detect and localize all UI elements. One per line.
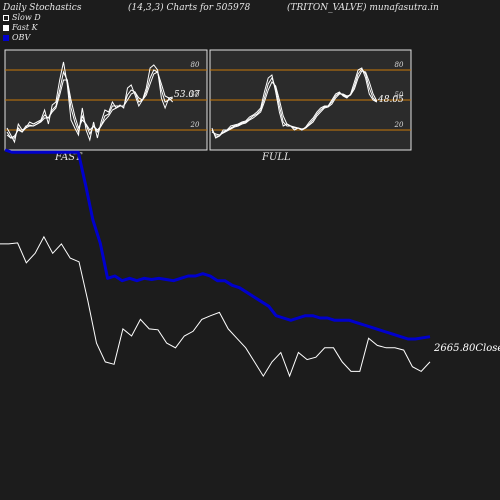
close-label: 2665.80Close — [433, 343, 500, 354]
price-line — [0, 235, 431, 378]
full-ytick-50: 50 — [395, 91, 404, 99]
full-panel-label: FULL — [262, 152, 291, 163]
legend-item-slow-d: Slow D — [3, 13, 41, 23]
fast-ytick-20: 20 — [190, 121, 200, 129]
full-ytick-20: 20 — [394, 121, 404, 129]
legend-label-slow-d: Slow D — [12, 13, 41, 22]
fast-series-2 — [6, 71, 173, 139]
header-right: (TRITON_VALVE) munafasutra.in — [287, 3, 439, 13]
fast-panel-label: FAST — [55, 152, 82, 163]
legend-swatch-slow-d — [3, 15, 9, 21]
full-series-2 — [211, 70, 378, 136]
legend-label-obv: OBV — [12, 33, 31, 42]
legend-swatch-obv — [3, 35, 9, 41]
legend: Slow D Fast K OBV — [3, 13, 41, 43]
obv-line — [4, 148, 431, 341]
full-value-label: 48.05 — [377, 95, 404, 105]
legend-swatch-fast-k — [3, 25, 9, 31]
fast-ytick-80: 80 — [191, 61, 200, 69]
legend-item-obv: OBV — [3, 33, 41, 43]
fast-ytick-50: 50 — [191, 91, 200, 99]
full-ytick-80: 80 — [395, 61, 404, 69]
header-center: (14,3,3) Charts for 505978 — [128, 3, 251, 13]
legend-item-fast-k: Fast K — [3, 23, 41, 33]
fast-value-label: 53.07 — [174, 90, 200, 100]
legend-label-fast-k: Fast K — [12, 23, 38, 32]
header-title: Daily Stochastics — [3, 3, 82, 13]
fast-series-0 — [6, 61, 174, 144]
